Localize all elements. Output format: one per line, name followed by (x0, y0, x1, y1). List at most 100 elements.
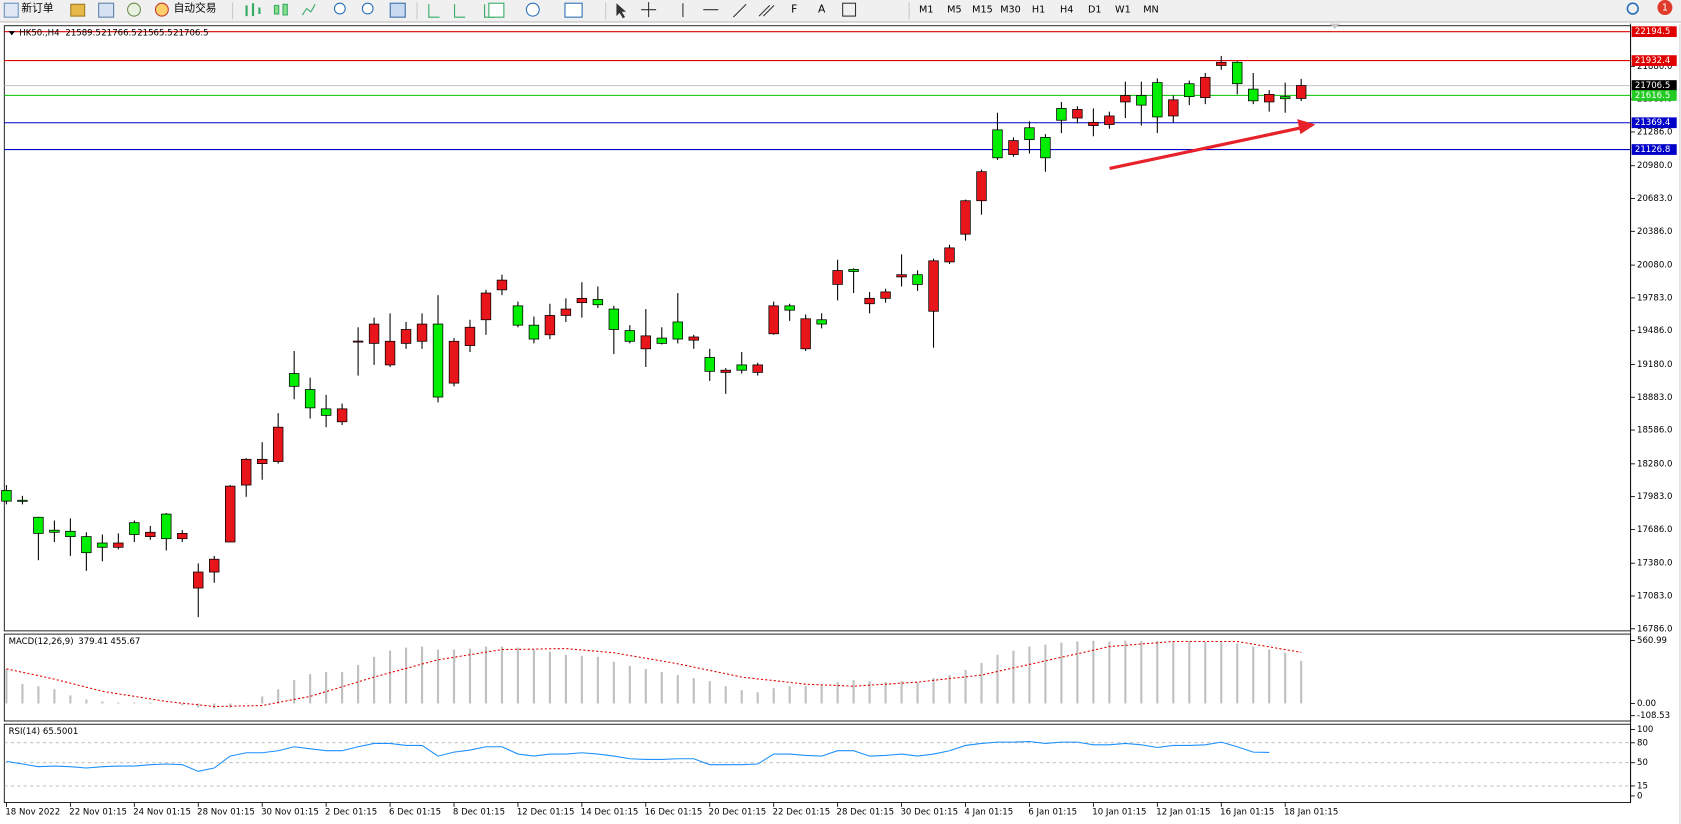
x-tick-label: 4 Jan 01:15 (964, 808, 1013, 818)
drawing-icons[interactable] (682, 3, 747, 18)
candle-body (336, 408, 348, 423)
candle-body (704, 357, 715, 372)
candle-chart-icon[interactable] (273, 3, 288, 16)
periods-icon[interactable] (525, 2, 540, 17)
toolbar-background (0, 0, 1681, 22)
level-label-box (1631, 144, 1677, 155)
y-tick-label: 17983.0 (1637, 492, 1672, 502)
indicators-icon[interactable] (488, 2, 505, 18)
x-tick-label: 6 Dec 01:15 (389, 808, 441, 818)
candle-body (1216, 61, 1227, 66)
symbol-menu-marker[interactable] (8, 31, 16, 36)
y-tick-label: 16786.0 (1637, 624, 1672, 634)
candle-body (1136, 95, 1147, 106)
x-tick-label: 30 Nov 01:15 (261, 808, 319, 818)
candle-body (17, 499, 28, 502)
candle-body (288, 373, 300, 387)
cursor-icon[interactable] (616, 3, 627, 19)
x-tick-label: 22 Nov 01:15 (69, 808, 127, 818)
timeframe-button[interactable]: M30 (1000, 5, 1021, 16)
candle-body (736, 364, 747, 371)
candle-body (1248, 88, 1259, 102)
templates-icon[interactable] (564, 2, 583, 18)
text-icon[interactable]: A (818, 3, 826, 16)
y-tick-label: 20080.0 (1637, 261, 1672, 271)
candle-body (768, 305, 779, 335)
timeframe-button[interactable]: MN (1143, 5, 1159, 16)
fibo-icon[interactable]: F (791, 3, 797, 16)
candle-body (272, 426, 284, 462)
y-tick-label: 18280.0 (1637, 459, 1672, 469)
candle-body (960, 200, 971, 235)
level-label: 22194.5 (1635, 27, 1670, 37)
x-tick-label: 6 Jan 01:15 (1028, 808, 1077, 818)
candle-body (256, 458, 268, 464)
candle-body (752, 364, 763, 373)
bar-chart-icon[interactable] (245, 3, 261, 17)
trend-arrow (1109, 126, 1300, 171)
candle-body (368, 323, 380, 344)
notification-badge[interactable] (1657, 0, 1673, 16)
candle-body (848, 269, 859, 272)
zoom-out-icon[interactable] (361, 2, 374, 15)
x-tick-label: 22 Dec 01:15 (773, 808, 831, 818)
zoom-in-icon[interactable] (333, 2, 346, 15)
macd-value: 379.41 (78, 637, 108, 647)
new-order-button[interactable]: 新订单 (21, 2, 53, 15)
crosshair-icon[interactable] (641, 2, 657, 18)
chart-window (0, 23, 1681, 824)
x-tick-label: 2 Dec 01:15 (325, 808, 377, 818)
level-label: 21932.4 (1635, 56, 1670, 66)
timeframe-button[interactable]: D1 (1088, 5, 1102, 16)
y-tick-label: 17380.0 (1637, 559, 1672, 569)
toolbar-icon[interactable] (127, 2, 141, 17)
candle-body (640, 335, 652, 350)
timeframe-button[interactable]: W1 (1115, 5, 1131, 16)
candle-body (528, 324, 540, 340)
candle-body (1088, 121, 1099, 126)
tile-icon[interactable] (389, 2, 406, 18)
timeframe-button[interactable]: M15 (972, 5, 993, 16)
toolbar-icon[interactable] (98, 2, 115, 18)
candle-body (1264, 94, 1275, 103)
auto-trading-button[interactable]: 自动交易 (174, 2, 217, 15)
candle-body (1040, 136, 1051, 159)
search-icon[interactable] (1626, 2, 1639, 15)
chart-shift-marker[interactable] (1329, 23, 1341, 29)
timeframe-button[interactable]: H4 (1060, 5, 1073, 16)
x-tick-label: 28 Dec 01:15 (837, 808, 895, 818)
candle-body (992, 129, 1003, 159)
timeframe-button[interactable]: M5 (947, 5, 961, 16)
candle-body (97, 542, 108, 548)
timeframe-button[interactable]: H1 (1032, 5, 1045, 16)
chart-panels: 21880.021583.021286.020980.020683.020386… (1, 23, 1681, 824)
y-tick-label: 80 (1637, 738, 1648, 748)
candle-body (49, 529, 60, 533)
level-label-box (1631, 90, 1677, 101)
y-tick-label: 18586.0 (1637, 426, 1672, 436)
timeframe-button[interactable]: M1 (919, 5, 933, 16)
toolbar-icon[interactable] (70, 3, 86, 17)
rsi-value: 65.5001 (43, 727, 78, 737)
label-icon[interactable] (842, 2, 857, 17)
toolbar: 新订单 自动交易 F A M1 M5 M15 M30 H1 H4 D1 W1 MN 1 (0, 0, 1681, 23)
candle-body (720, 369, 731, 373)
line-chart-icon[interactable] (301, 4, 316, 16)
x-tick-label: 18 Nov 2022 (5, 808, 60, 818)
level-label: 21126.8 (1635, 145, 1670, 155)
candle-body (1024, 127, 1035, 140)
candle-body (241, 458, 252, 486)
y-tick-label: 15 (1637, 781, 1648, 791)
candle-body (81, 536, 92, 554)
level-label: 21369.4 (1635, 118, 1670, 128)
candle-body (448, 340, 460, 384)
channel-icon[interactable] (758, 4, 775, 17)
candle-body (1120, 95, 1131, 103)
ohlc-value: 21565.5 (137, 29, 172, 39)
chart-title: HK50.,H4 (19, 29, 59, 39)
new-order-icon[interactable] (3, 2, 19, 18)
candle-body (688, 336, 699, 341)
auto-trading-icon[interactable] (154, 2, 169, 17)
